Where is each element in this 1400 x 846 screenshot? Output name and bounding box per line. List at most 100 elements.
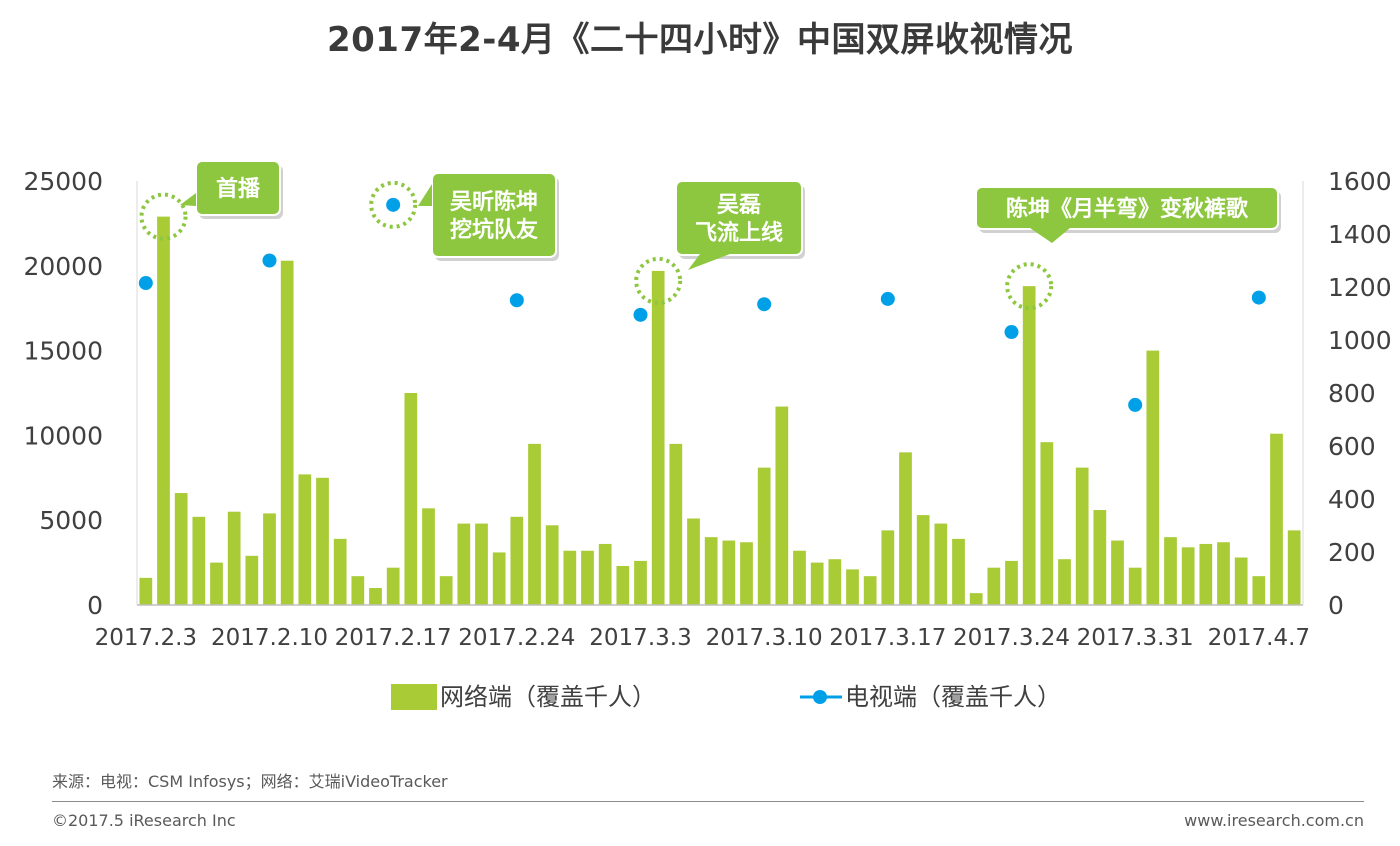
tv-point xyxy=(138,276,153,291)
bar-web xyxy=(245,555,259,605)
bar-web xyxy=(740,542,753,605)
highlight-ring xyxy=(139,192,188,241)
x-axis-tick-label: 2017.3.17 xyxy=(829,625,946,651)
bar-web xyxy=(351,576,365,605)
tv-point xyxy=(509,293,524,308)
bar-web xyxy=(1234,557,1248,605)
left-axis-tick-label: 0 xyxy=(87,591,103,620)
tv-point xyxy=(1004,325,1019,340)
right-axis-tick-label: 400 xyxy=(1328,485,1376,514)
bar-web xyxy=(881,530,895,605)
bar-web xyxy=(934,523,948,605)
legend-swatch-web xyxy=(391,684,437,710)
website-link[interactable]: www.iresearch.com.cn xyxy=(1184,811,1364,830)
bar-web xyxy=(669,443,683,605)
highlight-ring xyxy=(1005,262,1054,311)
tv-point xyxy=(262,253,277,268)
bar-web xyxy=(1270,433,1283,605)
callout-pointer xyxy=(1030,228,1070,243)
source-note: 来源：电视：CSM Infosys；网络：艾瑞iVideoTracker xyxy=(52,772,448,791)
bar-web xyxy=(1111,540,1124,605)
bar-web xyxy=(227,511,241,605)
bar-web xyxy=(828,559,842,605)
left-axis-tick-label: 5000 xyxy=(39,506,103,535)
bar-web xyxy=(863,576,877,605)
highlight-ring xyxy=(369,180,418,229)
bar-web xyxy=(280,260,294,605)
callout-text: 飞流上线 xyxy=(695,220,783,246)
bar-web xyxy=(1022,286,1036,605)
bar-web xyxy=(545,525,559,605)
bar-web xyxy=(316,477,329,605)
callout-pointer xyxy=(688,254,730,270)
bar-web xyxy=(1005,560,1018,605)
bar-web xyxy=(1199,543,1213,605)
bar-web xyxy=(404,393,418,605)
bar-web xyxy=(704,537,718,605)
right-axis-tick-label: 1400 xyxy=(1328,220,1392,249)
bar-web xyxy=(492,552,506,605)
bar-web xyxy=(1217,542,1230,605)
bar-web xyxy=(563,550,577,605)
bar-web xyxy=(952,538,965,605)
bar-web xyxy=(1181,547,1195,605)
right-axis-tick-label: 1000 xyxy=(1328,326,1392,355)
footer-divider xyxy=(52,801,1364,802)
x-axis-tick-label: 2017.3.24 xyxy=(953,625,1070,651)
bar-web xyxy=(616,565,630,605)
x-axis-tick-label: 2017.2.17 xyxy=(335,625,452,651)
left-axis-tick-label: 25000 xyxy=(23,167,103,196)
bar-web xyxy=(722,540,736,605)
tv-point xyxy=(386,197,401,212)
bar-web xyxy=(1093,510,1107,605)
callout-box xyxy=(975,186,1279,230)
x-axis-tick-label: 2017.3.10 xyxy=(706,625,823,651)
right-axis-tick-label: 200 xyxy=(1328,538,1376,567)
bar-web xyxy=(439,576,453,605)
bar-web xyxy=(1287,530,1301,605)
bar-web xyxy=(1058,559,1071,605)
highlight-ring xyxy=(634,256,683,305)
legend-label-web: 网络端（覆盖千人） xyxy=(440,683,656,711)
bar-web xyxy=(1164,537,1177,605)
bar-web xyxy=(298,474,312,605)
bar-web xyxy=(210,562,223,605)
x-axis-tick-label: 2017.4.7 xyxy=(1208,625,1310,651)
callout-box xyxy=(195,160,281,216)
bar-web xyxy=(916,515,930,605)
bar-web xyxy=(263,513,276,605)
callout-text: 陈坤《月半弯》变秋裤歌 xyxy=(1006,196,1249,222)
bar-web xyxy=(1146,350,1160,605)
right-axis-tick-label: 1200 xyxy=(1328,273,1392,302)
tv-point xyxy=(1251,290,1266,305)
right-axis-tick-label: 0 xyxy=(1328,591,1344,620)
x-axis-tick-label: 2017.2.10 xyxy=(211,625,328,651)
bar-web xyxy=(386,567,400,605)
right-axis-tick-label: 1600 xyxy=(1328,167,1392,196)
bar-web xyxy=(333,538,347,605)
bar-web xyxy=(687,518,700,605)
bar-web xyxy=(757,467,771,605)
bar-web xyxy=(1252,576,1266,605)
callout-pointer xyxy=(418,184,432,206)
callout-text: 吴磊 xyxy=(717,193,761,218)
bar-web xyxy=(899,452,912,605)
bar-web xyxy=(651,270,665,605)
tv-point xyxy=(1128,397,1143,412)
bar-web xyxy=(157,216,170,605)
bar-web xyxy=(1128,567,1142,605)
bar-web xyxy=(846,569,859,605)
bar-web xyxy=(793,550,806,605)
callout-pointer xyxy=(180,193,196,206)
bar-web xyxy=(775,406,789,605)
tv-point xyxy=(880,291,895,306)
left-axis-tick-label: 15000 xyxy=(23,337,103,366)
bar-web xyxy=(510,516,524,605)
bar-web xyxy=(969,593,983,605)
x-axis-tick-label: 2017.3.31 xyxy=(1077,625,1194,651)
bar-web xyxy=(1040,442,1054,605)
bar-web xyxy=(139,577,153,605)
chart-title: 2017年2-4月《二十四小时》中国双屏收视情况 xyxy=(326,20,1074,60)
x-axis-tick-label: 2017.2.3 xyxy=(95,625,197,651)
